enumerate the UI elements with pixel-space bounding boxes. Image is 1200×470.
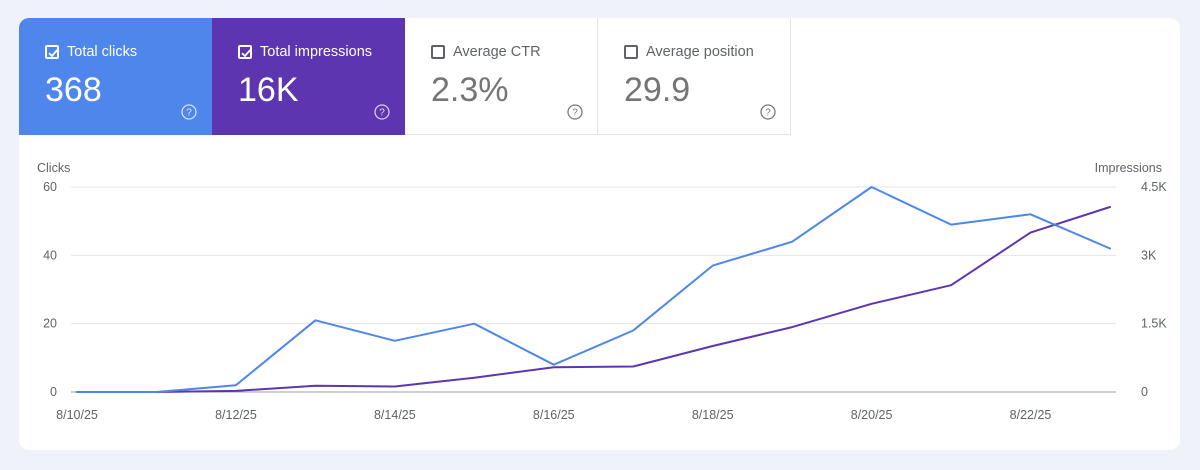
gridlines [71,186,1116,393]
metric-value: 368 [45,71,102,109]
svg-text:?: ? [379,108,385,119]
right-axis-tick-label: 0 [1141,385,1148,399]
x-axis-tick-label: 8/22/25 [1010,408,1052,422]
help-icon[interactable]: ? [374,104,390,120]
metric-average-ctr[interactable]: Average CTR 2.3% ? [405,18,598,135]
left-axis-tick-label: 40 [43,248,57,262]
axis-ticks: 0 0 20 1.5K 40 3K 60 4.5K 8/10/25 8/12/25 8/14/25 8… [43,180,1167,422]
metric-value: 2.3% [431,71,509,109]
right-axis-tick-label: 4.5K [1141,180,1167,194]
series-line-clicks [76,186,1111,393]
metric-total-impressions[interactable]: Total impressions 16K ? [212,18,405,135]
checkbox-unchecked-icon[interactable] [431,45,445,59]
x-axis-tick-label: 8/14/25 [374,408,416,422]
performance-card: Total clicks 368 ? Total impressions 16K… [19,18,1180,450]
x-axis-tick-label: 8/12/25 [215,408,257,422]
metric-label: Average CTR [453,44,541,60]
metric-total-clicks[interactable]: Total clicks 368 ? [19,18,212,135]
svg-text:?: ? [765,108,771,119]
x-axis-tick-label: 8/10/25 [56,408,98,422]
svg-text:?: ? [186,108,192,119]
checkbox-checked-icon[interactable] [238,45,252,59]
help-icon[interactable]: ? [760,104,776,120]
series-lines [76,186,1111,393]
metric-label: Average position [646,44,754,60]
svg-text:?: ? [572,108,578,119]
series-line-impressions [76,206,1111,393]
metric-label: Total impressions [260,44,373,60]
left-axis-tick-label: 60 [43,180,57,194]
metric-label: Total clicks [67,44,138,60]
right-axis-tick-label: 1.5K [1141,317,1167,331]
metric-tabs: Total clicks 368 ? Total impressions 16K… [19,18,791,135]
help-icon[interactable]: ? [181,104,197,120]
performance-chart: Clicks Impressions 0 0 20 1.5K 40 3K 60 4.5K 8/1… [37,161,1167,422]
x-axis-tick-label: 8/20/25 [851,408,893,422]
checkbox-checked-icon[interactable] [45,45,59,59]
x-axis-tick-label: 8/16/25 [533,408,575,422]
metric-average-position[interactable]: Average position 29.9 ? [598,18,791,135]
left-axis-tick-label: 0 [50,385,57,399]
checkbox-unchecked-icon[interactable] [624,45,638,59]
right-axis-tick-label: 3K [1141,248,1157,262]
help-icon[interactable]: ? [567,104,583,120]
left-axis-tick-label: 20 [43,317,57,331]
metric-value: 16K [238,71,299,109]
left-axis-title: Clicks [37,161,70,175]
x-axis-tick-label: 8/18/25 [692,408,734,422]
metric-value: 29.9 [624,71,691,109]
right-axis-title: Impressions [1095,161,1162,175]
